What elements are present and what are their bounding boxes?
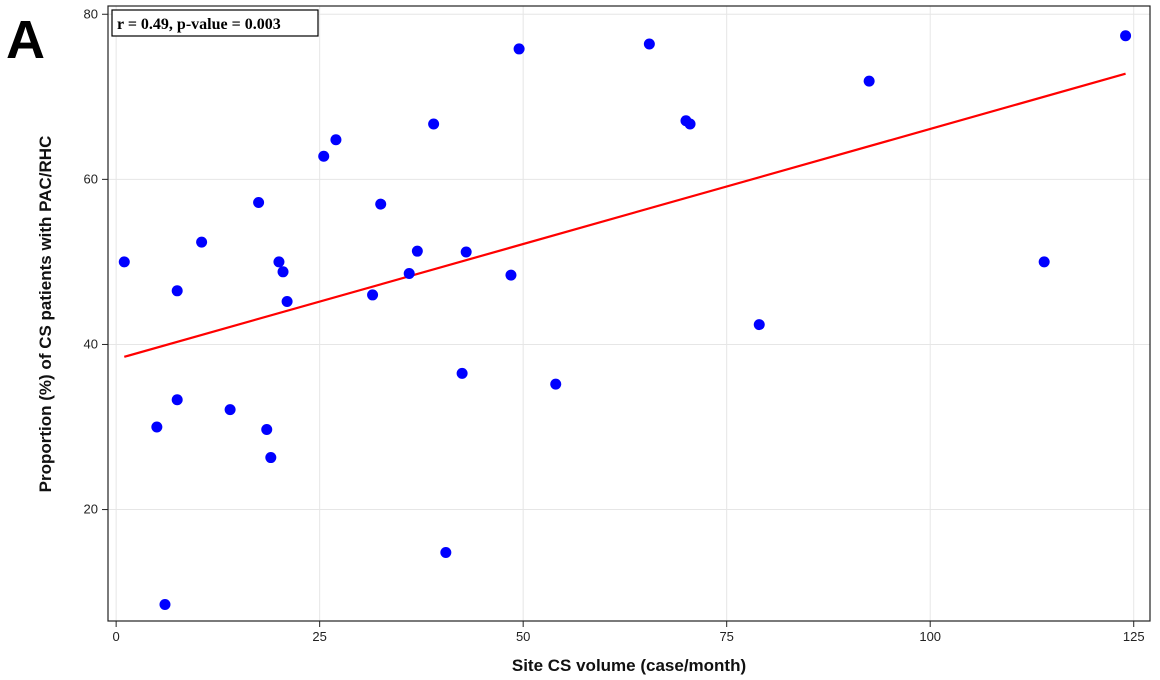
y-tick-label: 80 [84,6,98,21]
data-point [1038,256,1050,268]
y-axis-title: Proportion (%) of CS patients with PAC/R… [36,136,55,493]
data-point [253,196,265,208]
data-point [265,452,277,464]
data-point [151,421,163,433]
x-tick-label: 125 [1123,629,1145,644]
y-axis-ticks: 20 40 60 80 [84,6,108,517]
data-point [753,319,765,331]
x-axis-ticks: 0 25 50 75 100 125 [113,621,1145,644]
annotation-text: r = 0.49, p-value = 0.003 [117,16,281,33]
x-tick-label: 75 [719,629,733,644]
y-tick-label: 20 [84,502,98,517]
x-tick-label: 25 [312,629,326,644]
regression-line [123,72,1126,358]
y-tick-label: 60 [84,171,98,186]
regression-line-layer [123,72,1126,358]
data-point [550,378,562,390]
data-point [281,296,293,308]
data-point [456,367,468,379]
x-tick-label: 50 [516,629,530,644]
data-point [505,269,517,281]
plot-frame [107,5,1151,622]
data-point [411,245,423,257]
data-point [863,75,875,87]
data-point [513,43,525,55]
data-point [375,198,387,210]
data-point [196,236,208,248]
data-point [643,38,655,50]
x-axis-title: Site CS volume (case/month) [512,656,746,675]
data-point [171,394,183,406]
data-point [159,598,171,610]
data-point [277,266,289,278]
data-point [1120,30,1132,42]
data-point [460,246,472,258]
data-point [684,118,696,130]
annotation-box [111,9,319,37]
data-point [440,546,452,558]
data-point [118,256,130,268]
y-tick-label: 40 [84,336,98,351]
panel-label: A [6,10,45,70]
data-point [273,256,285,268]
data-point [171,285,183,297]
data-point [403,267,415,279]
x-tick-label: 100 [919,629,941,644]
data-point [224,404,236,416]
data-point [318,150,330,162]
data-points [118,30,1132,610]
data-point [330,134,342,146]
data-point [261,423,273,435]
x-tick-label: 0 [113,629,120,644]
stats-annotation: r = 0.49, p-value = 0.003 [111,9,319,37]
data-point [428,118,440,130]
grid-lines [108,6,1150,621]
data-point [367,289,379,301]
